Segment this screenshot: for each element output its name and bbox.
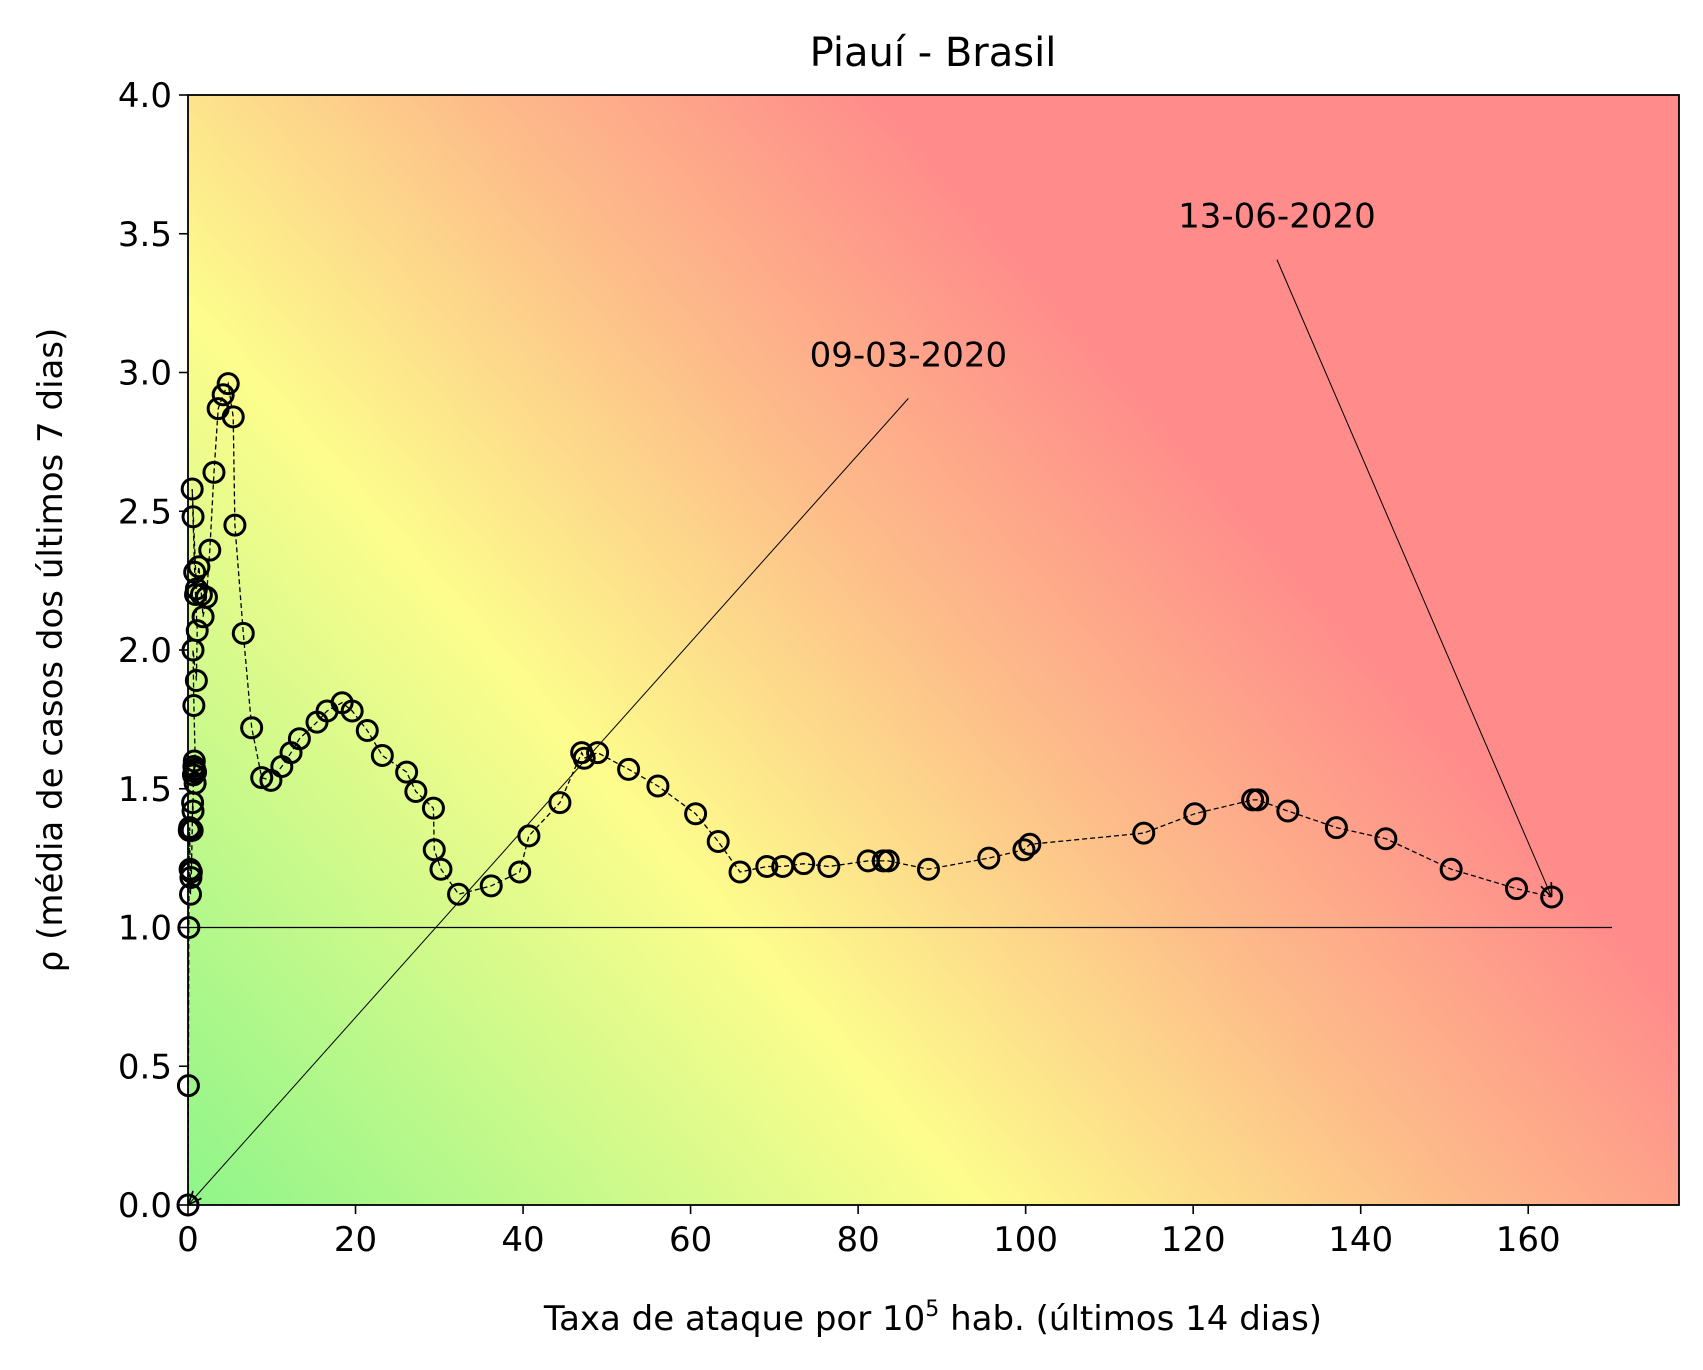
data-point	[184, 760, 208, 784]
data-point	[706, 829, 730, 853]
plot-background	[188, 95, 1679, 1205]
points-layer	[176, 372, 1564, 1217]
x-tick-label: 60	[669, 1220, 712, 1260]
x-axis-label-suffix: hab. (últimos 14 dias)	[939, 1299, 1322, 1339]
y-tick-label: 1.5	[118, 770, 172, 810]
annotation-label: 13-06-2020	[1178, 197, 1376, 237]
data-point	[194, 585, 218, 609]
data-point	[179, 882, 203, 906]
y-tick-label: 4.0	[118, 76, 172, 116]
annotation-label: 09-03-2020	[810, 335, 1008, 375]
y-tick-label: 3.0	[118, 354, 172, 394]
annotation-text-layer: 09-03-2020 13-06-2020	[810, 197, 1376, 376]
x-axis-label: Taxa de ataque por 105 hab. (últimos 14 …	[543, 1297, 1322, 1339]
data-point	[231, 621, 255, 645]
data-point	[876, 849, 900, 873]
annotation-arrow-layer	[188, 259, 1552, 1205]
x-axis-label-superscript: 5	[925, 1297, 939, 1322]
data-point	[287, 727, 311, 751]
y-tick-label: 3.5	[118, 215, 172, 255]
data-point	[370, 743, 394, 767]
data-point	[586, 741, 610, 765]
y-axis-label: ρ (média de casos dos últimos 7 dias)	[31, 328, 71, 973]
data-point	[1183, 802, 1207, 826]
annotation-arrow	[1276, 259, 1552, 897]
data-point	[508, 860, 532, 884]
data-point	[792, 852, 816, 876]
data-point	[340, 699, 364, 723]
data-point	[211, 383, 235, 407]
data-point	[617, 757, 641, 781]
data-point	[355, 718, 379, 742]
data-point	[223, 513, 247, 537]
data-point	[182, 749, 206, 773]
data-point	[1276, 799, 1300, 823]
y-tick-label: 0.5	[118, 1047, 172, 1087]
data-point	[548, 791, 572, 815]
data-point	[240, 716, 264, 740]
data-point	[422, 838, 446, 862]
data-point	[1132, 821, 1156, 845]
data-point	[517, 824, 541, 848]
x-tick-label: 120	[1161, 1220, 1226, 1260]
data-point	[183, 771, 207, 795]
data-point	[395, 760, 419, 784]
data-point	[977, 846, 1001, 870]
data-point	[182, 694, 206, 717]
y-axis-ticks: 0.0 0.5 1.0 1.5 2.0 2.5 3.0 3.5 4.0	[118, 76, 188, 1226]
data-point	[198, 538, 222, 562]
x-tick-label: 80	[836, 1220, 879, 1260]
data-point	[646, 774, 670, 798]
x-axis-label-prefix: Taxa de ataque por 10	[543, 1299, 925, 1339]
series-line	[187, 381, 1552, 1206]
x-axis-ticks: 0 20 40 60 80 100 120 140 160	[177, 1205, 1561, 1260]
x-tick-label: 100	[993, 1220, 1058, 1260]
y-tick-label: 0.0	[118, 1186, 172, 1226]
data-point	[1504, 877, 1528, 901]
data-point	[180, 477, 204, 501]
series-line-layer	[187, 381, 1552, 1206]
y-tick-label: 2.0	[118, 631, 172, 671]
data-point	[259, 768, 283, 792]
data-point	[216, 372, 240, 396]
data-point	[1246, 788, 1270, 812]
x-tick-label: 20	[334, 1220, 377, 1260]
data-point	[184, 669, 208, 693]
data-point	[202, 460, 226, 484]
data-point	[1374, 827, 1398, 851]
data-point	[1540, 885, 1564, 909]
x-tick-label: 0	[177, 1220, 199, 1260]
data-point	[1439, 857, 1463, 881]
data-point	[1018, 832, 1042, 856]
data-point	[684, 802, 708, 826]
data-point	[728, 860, 752, 884]
data-point	[404, 780, 428, 804]
data-point	[1324, 816, 1348, 840]
data-point	[1012, 838, 1036, 862]
data-point	[755, 854, 779, 878]
x-tick-label: 40	[501, 1220, 544, 1260]
annotation-arrow	[188, 398, 909, 1205]
y-tick-label: 2.5	[118, 492, 172, 532]
y-tick-label: 1.0	[118, 909, 172, 949]
data-point	[181, 505, 205, 529]
data-point	[429, 857, 453, 881]
data-point	[817, 854, 841, 878]
data-point	[447, 882, 471, 906]
data-point	[916, 857, 940, 881]
x-tick-label: 140	[1328, 1220, 1393, 1260]
x-tick-label: 160	[1496, 1220, 1561, 1260]
data-point	[221, 405, 245, 429]
data-point	[181, 799, 205, 823]
data-point	[179, 860, 203, 884]
data-point	[250, 766, 274, 790]
data-point	[183, 560, 207, 584]
data-point	[421, 796, 445, 820]
data-point	[479, 874, 503, 898]
chart-title: Piauí - Brasil	[810, 30, 1057, 76]
data-point	[178, 816, 202, 840]
data-point	[572, 746, 596, 770]
